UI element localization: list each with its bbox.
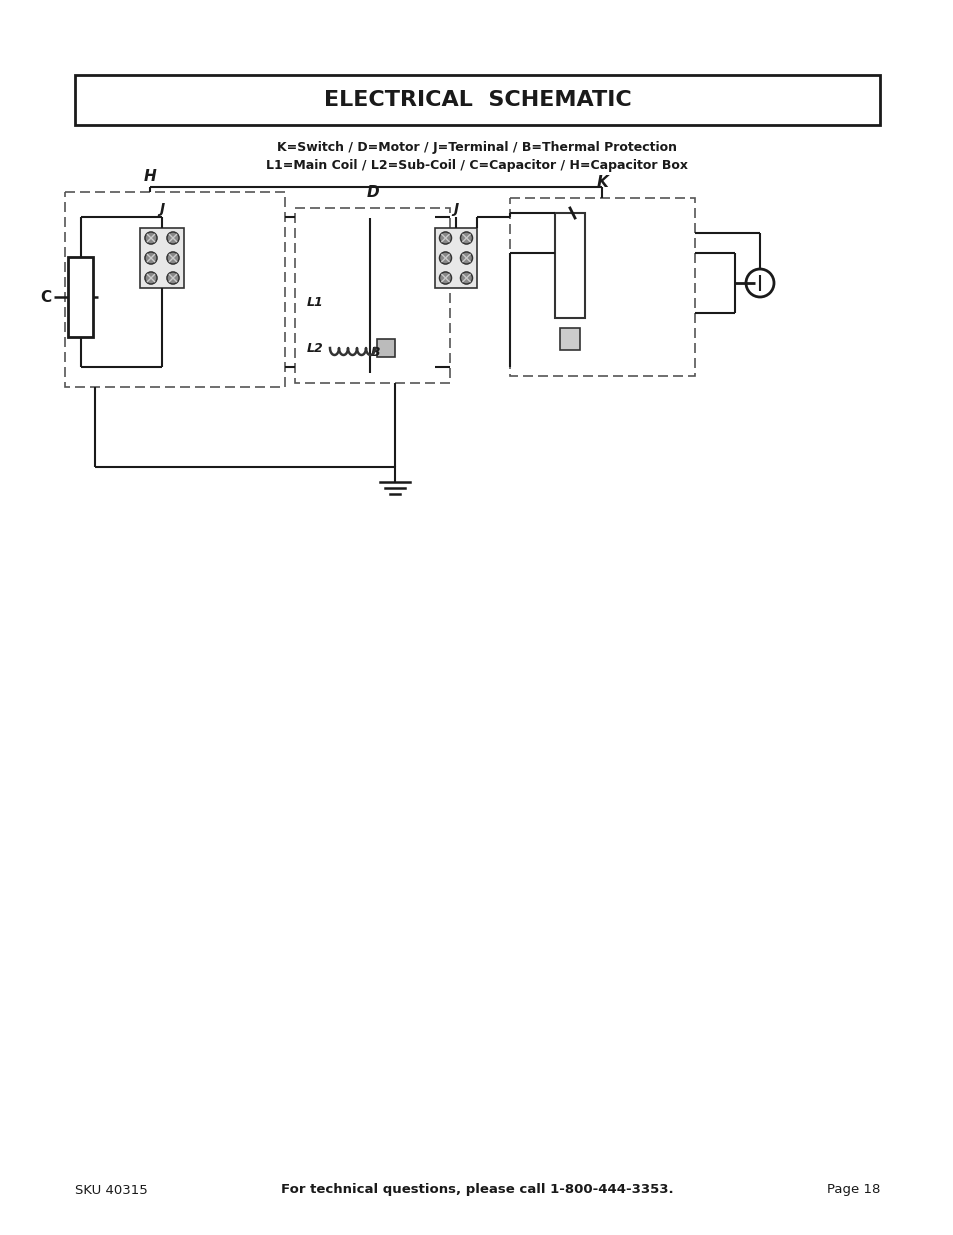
Text: L1: L1 <box>306 296 323 310</box>
Circle shape <box>145 232 157 245</box>
Text: K: K <box>596 175 608 190</box>
Text: D: D <box>366 185 378 200</box>
Text: H: H <box>144 169 156 184</box>
Polygon shape <box>140 228 184 288</box>
Polygon shape <box>559 329 579 350</box>
Polygon shape <box>555 212 584 317</box>
Text: C: C <box>40 289 51 305</box>
Circle shape <box>167 252 179 264</box>
Polygon shape <box>75 75 879 125</box>
Text: L2: L2 <box>306 342 323 354</box>
Circle shape <box>460 272 472 284</box>
Text: J: J <box>453 203 458 216</box>
Polygon shape <box>68 257 92 337</box>
Circle shape <box>460 232 472 245</box>
Text: Page 18: Page 18 <box>825 1183 879 1197</box>
Circle shape <box>167 272 179 284</box>
Circle shape <box>439 272 451 284</box>
Text: L1=Main Coil / L2=Sub-Coil / C=Capacitor / H=Capacitor Box: L1=Main Coil / L2=Sub-Coil / C=Capacitor… <box>266 159 687 173</box>
Circle shape <box>460 252 472 264</box>
Circle shape <box>439 232 451 245</box>
Circle shape <box>439 252 451 264</box>
Polygon shape <box>435 228 476 288</box>
Text: B: B <box>370 347 379 359</box>
Circle shape <box>145 252 157 264</box>
Text: ELECTRICAL  SCHEMATIC: ELECTRICAL SCHEMATIC <box>323 90 631 110</box>
Circle shape <box>145 272 157 284</box>
Polygon shape <box>376 338 395 357</box>
Text: K=Switch / D=Motor / J=Terminal / B=Thermal Protection: K=Switch / D=Motor / J=Terminal / B=Ther… <box>276 142 677 154</box>
Circle shape <box>167 232 179 245</box>
Text: SKU 40315: SKU 40315 <box>75 1183 148 1197</box>
Text: J: J <box>159 203 164 216</box>
Text: For technical questions, please call 1-800-444-3353.: For technical questions, please call 1-8… <box>280 1183 673 1197</box>
